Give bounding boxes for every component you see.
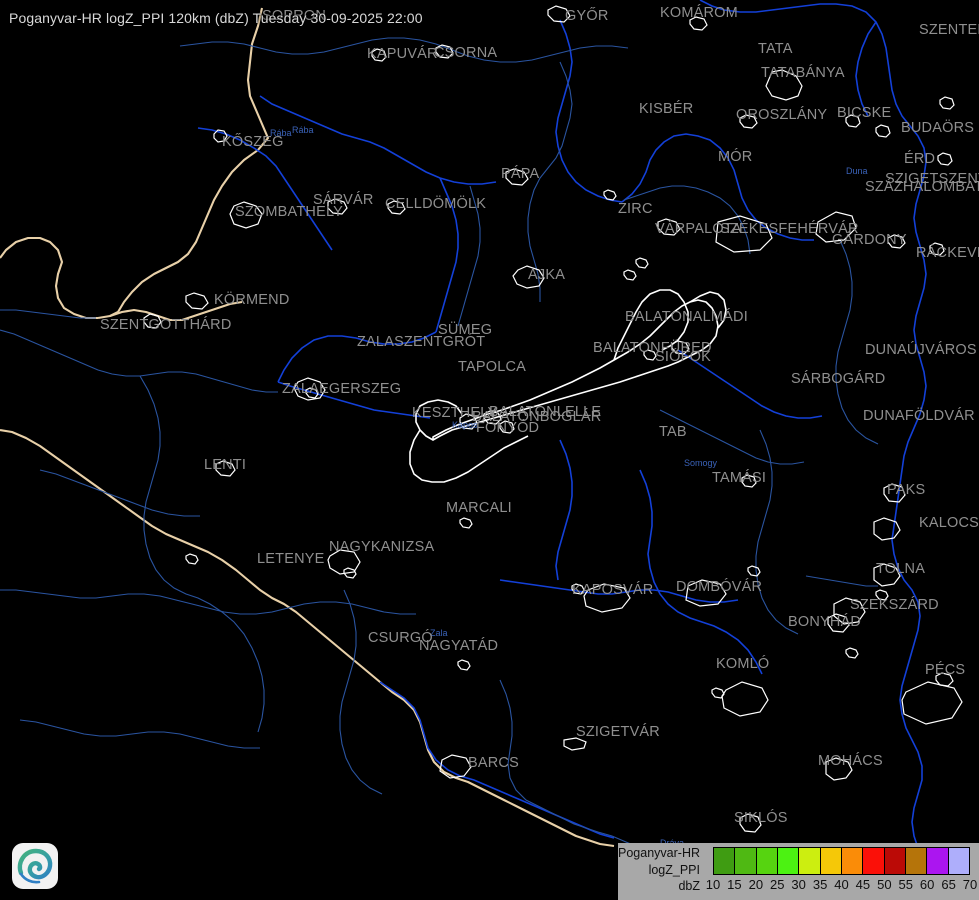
legend-caption-line1: Poganyvar-HR: [618, 846, 700, 860]
legend-tick-label: 20: [748, 877, 764, 892]
legend-swatch: [863, 848, 885, 874]
lake-balaton: [409, 289, 727, 483]
legend-body: 10 15 20 25 30 35 40 45 50 55 60 65 70: [704, 843, 979, 895]
river-label: Zala: [430, 628, 448, 638]
legend-tick-label: 15: [727, 877, 742, 892]
legend-tick-strip: 10 15 20 25 30 35 40 45 50 55 60 65 70: [706, 877, 977, 895]
legend-swatch: [927, 848, 949, 874]
legend-swatch: [841, 848, 864, 874]
legend-tick-label: 35: [812, 877, 828, 892]
legend-swatch: [714, 848, 736, 874]
spiral-swirl-logo[interactable]: [12, 843, 58, 889]
color-scale-legend: Poganyvar-HR logZ_PPI dbZ 10 15 20 25 30 35 40…: [618, 843, 979, 900]
river-layer: [197, 0, 927, 849]
legend-tick-label: 55: [898, 877, 913, 892]
legend-swatch-strip: [713, 847, 970, 875]
legend-swatch: [777, 848, 800, 874]
product-title-text: Poganyvar-HR logZ_PPI 120km (dbZ) Tuesda…: [9, 10, 423, 26]
river-label: Duna: [846, 166, 868, 176]
legend-swatch: [948, 848, 969, 874]
river-label: Rába: [292, 125, 314, 135]
river-label: Rába: [270, 128, 292, 138]
legend-tick-label: 10: [705, 877, 721, 892]
legend-caption-line2: logZ_PPI: [648, 862, 700, 877]
legend-swatch: [799, 848, 821, 874]
legend-tick-label: 45: [855, 877, 871, 892]
settlement-outline-layer: [143, 5, 963, 833]
river-label: Kapos: [452, 420, 478, 430]
river-label: Somogy: [684, 458, 718, 468]
legend-tick-label: 50: [877, 877, 892, 892]
legend-swatch: [905, 848, 928, 874]
legend-caption: Poganyvar-HR logZ_PPI dbZ: [618, 843, 704, 895]
legend-swatch: [884, 848, 906, 874]
legend-swatch: [735, 848, 757, 874]
legend-tick-label: 70: [962, 877, 978, 892]
legend-tick-label: 30: [791, 877, 806, 892]
minor-river-layer: [0, 37, 879, 859]
swirl-icon: [17, 848, 53, 884]
legend-swatch: [820, 848, 842, 874]
legend-tick-label: 40: [834, 877, 849, 892]
legend-tick-label: 65: [941, 877, 956, 892]
legend-tick-label: 60: [919, 877, 935, 892]
legend-swatch: [756, 848, 778, 874]
legend-caption-line3: dbZ: [678, 879, 700, 893]
legend-tick-label: 25: [770, 877, 785, 892]
national-border-layer: [0, 7, 615, 848]
